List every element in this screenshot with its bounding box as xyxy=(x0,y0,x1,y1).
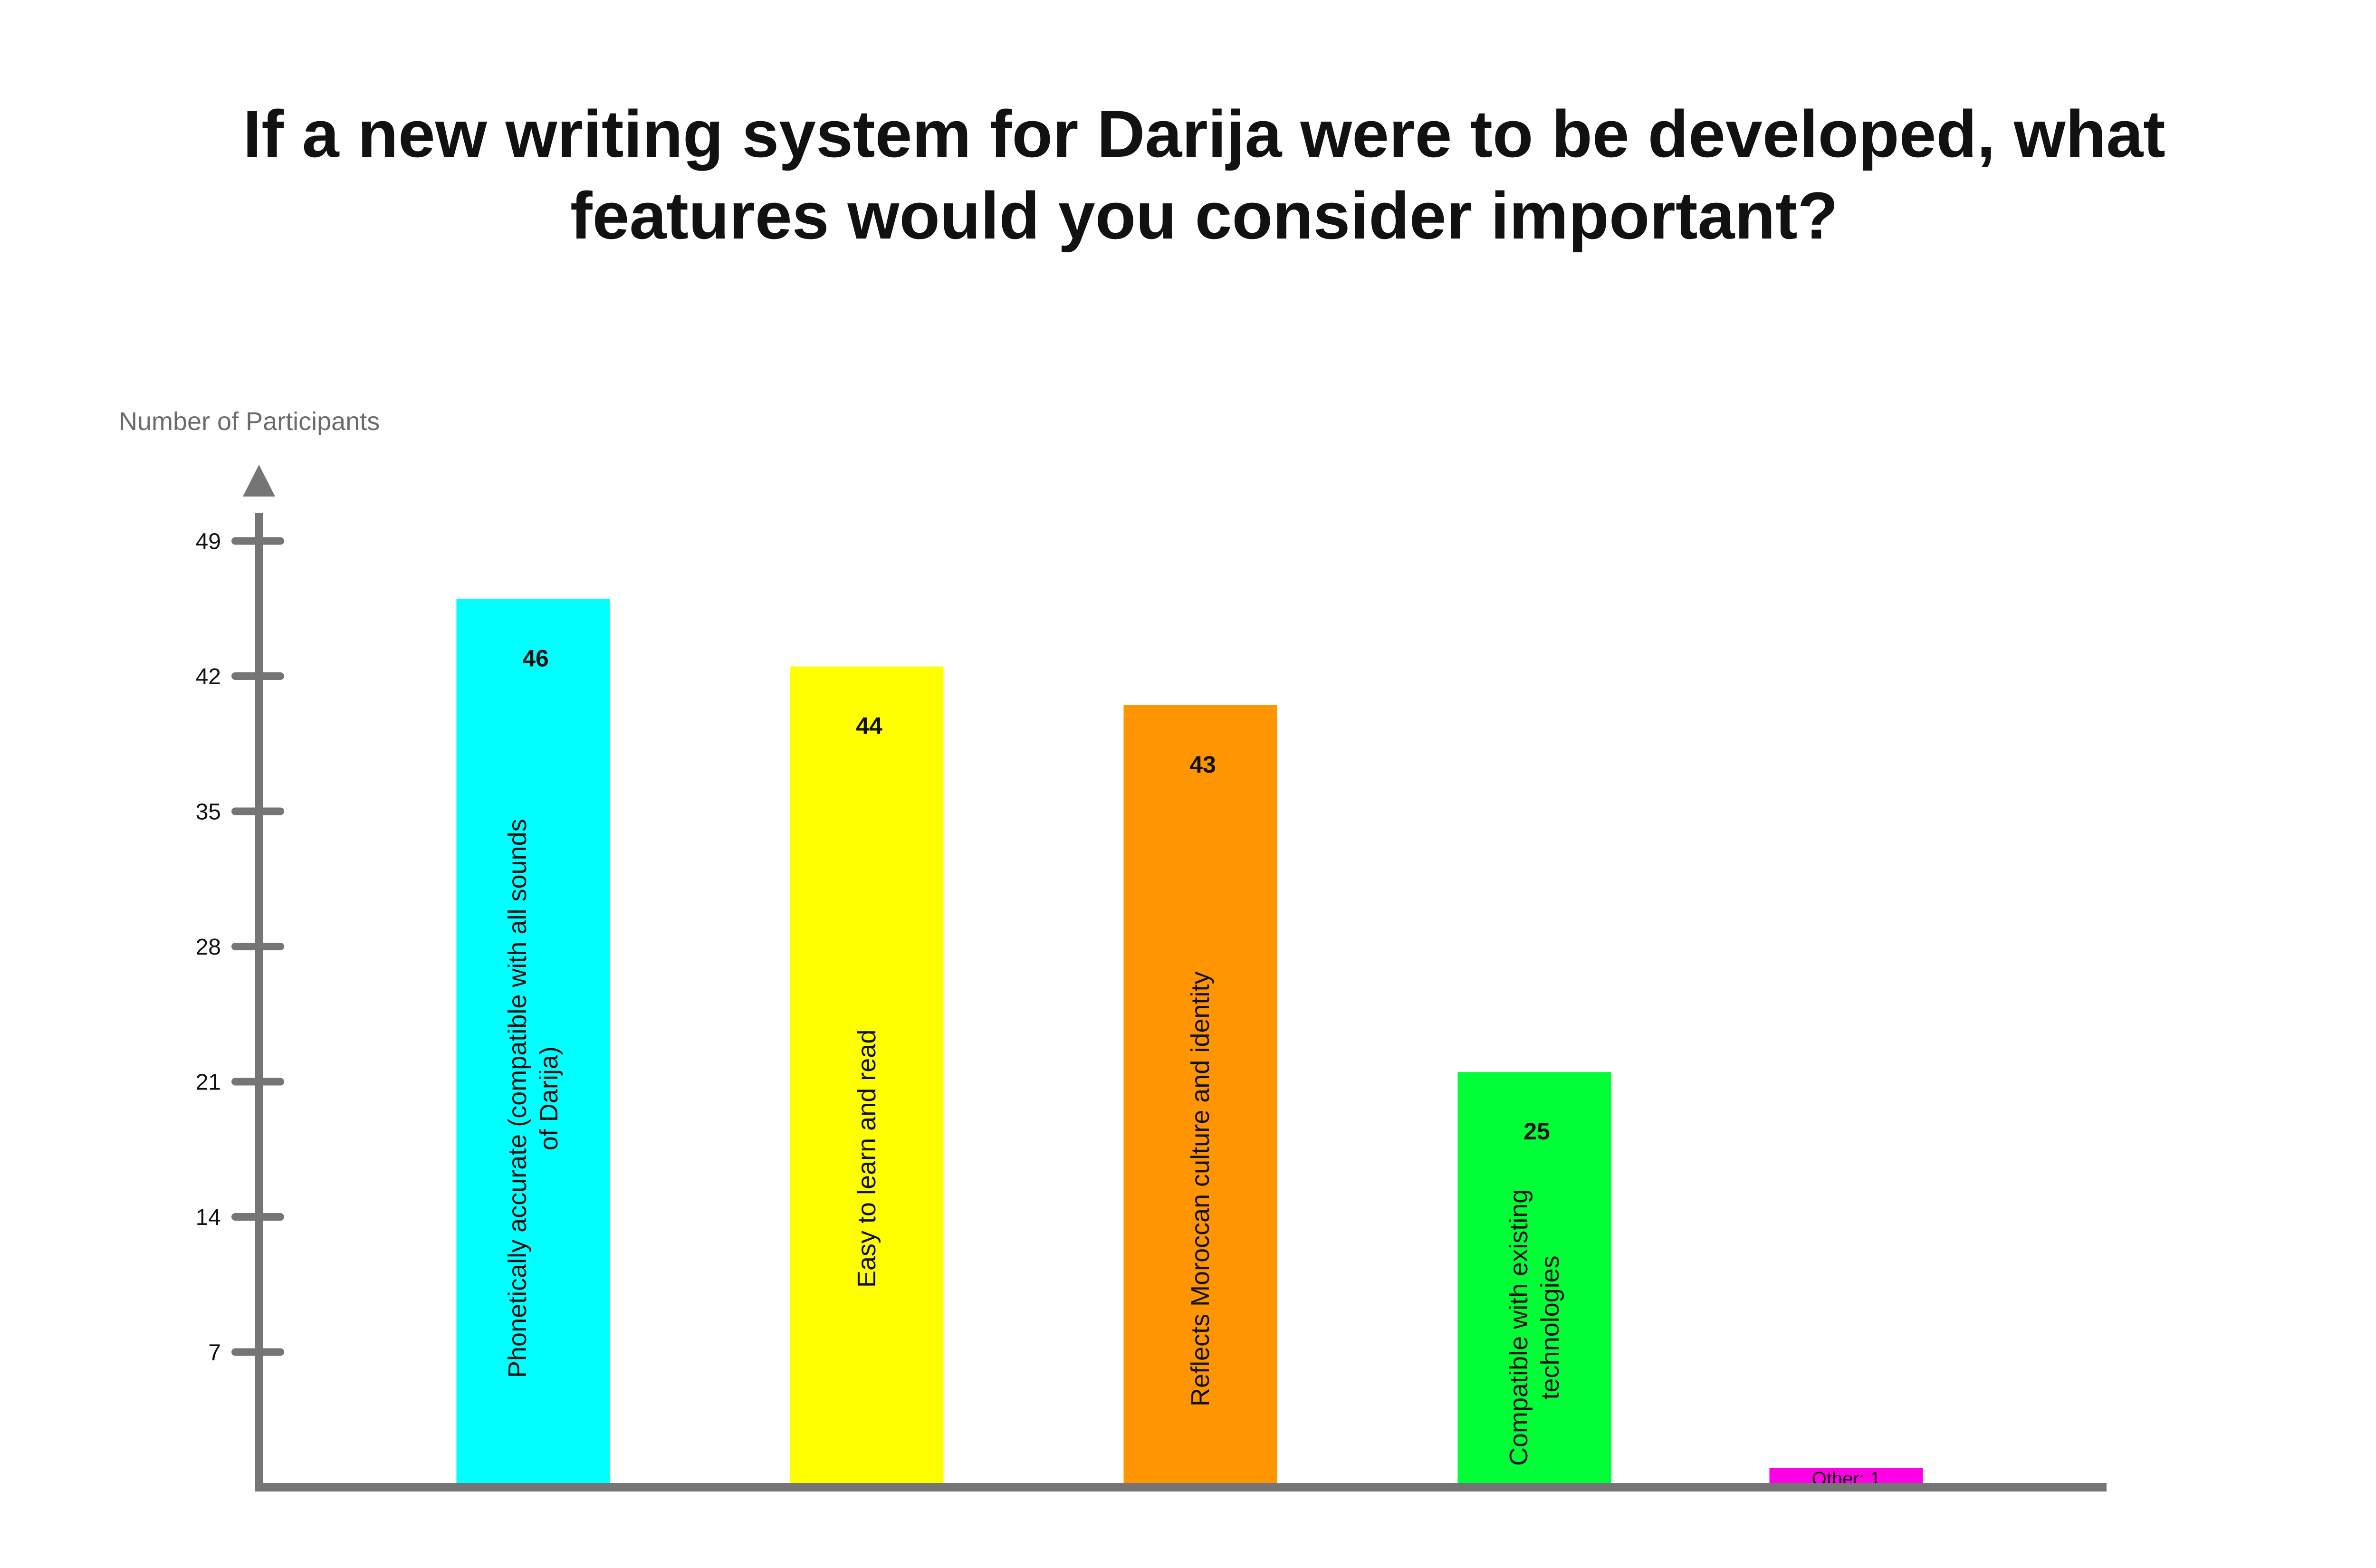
y-tick-label: 28 xyxy=(196,935,221,960)
bar xyxy=(1123,705,1277,1487)
bar-value-label: 46 xyxy=(522,645,549,671)
y-tick-label: 21 xyxy=(196,1070,221,1095)
y-axis-ticks: 7 14 21 28 35 42 49 xyxy=(196,529,284,1366)
chart-title: If a new writing system for Darija were … xyxy=(243,96,2165,253)
bars: 46 Phonetically accurate (compatible with… xyxy=(456,599,1923,1489)
bar-category-label: of Darija) xyxy=(535,1046,563,1150)
bar-category-label: technologies xyxy=(1536,1255,1564,1399)
y-tick-label: 7 xyxy=(208,1340,221,1366)
y-tick-label: 42 xyxy=(196,664,221,689)
bar-category-label: Easy to learn and read xyxy=(853,1030,881,1288)
bar-category-label: Reflects Moroccan culture and identity xyxy=(1186,972,1215,1406)
y-axis-label: Number of Participants xyxy=(119,407,380,436)
bar-value-label: 44 xyxy=(856,713,882,739)
y-tick-label: 14 xyxy=(196,1205,221,1230)
bar xyxy=(456,599,610,1487)
y-tick-label: 35 xyxy=(196,800,221,825)
y-axis-arrow xyxy=(243,465,275,497)
bar xyxy=(1457,1072,1611,1487)
bar-value-label: 25 xyxy=(1523,1118,1550,1145)
bar-category-label: Phonetically accurate (compatible with a… xyxy=(503,819,532,1378)
bar-value-label: 43 xyxy=(1189,751,1216,778)
chart-title-line: features would you consider important? xyxy=(570,178,1838,253)
bar-category-label: Compatible with existing xyxy=(1504,1189,1533,1466)
bar xyxy=(790,666,944,1487)
chart-title-line: If a new writing system for Darija were … xyxy=(243,96,2165,171)
y-tick-label: 49 xyxy=(196,529,221,555)
axes xyxy=(243,465,2107,1492)
